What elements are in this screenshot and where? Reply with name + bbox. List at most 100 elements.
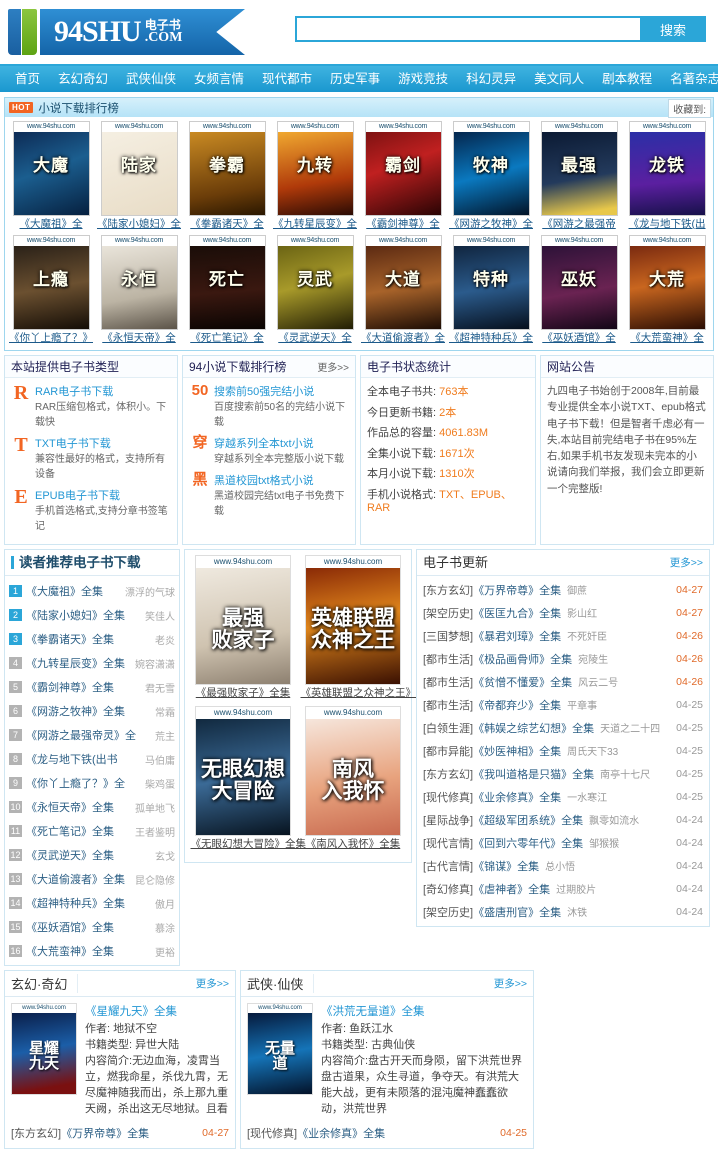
recommend-item[interactable]: 4 《九转星辰变》全集 婉容潇潇 — [9, 651, 175, 675]
rank-book-item[interactable]: www.94shu.com 龙铁 《龙与地下铁(出 — [624, 121, 711, 231]
item-title[interactable]: 《业余修真》全集 — [297, 1127, 386, 1140]
book-title-link[interactable]: 《大道偷渡者》全 — [361, 332, 445, 344]
category-xuanhuan-more-link[interactable]: 更多>> — [195, 978, 229, 990]
recommend-item[interactable]: 9 《你丫上瘾了？》全 柴鸡蛋 — [9, 771, 175, 795]
item-title[interactable]: 《业余修真》全集 — [473, 791, 562, 804]
recommend-title-link[interactable]: 《网游之牧神》全集 — [26, 706, 125, 718]
item-title[interactable]: 《我叫道格是只猫》全集 — [473, 768, 595, 781]
toplist-item[interactable]: 黑黑道校园txt格式小说 黑道校园完结txt电子书免费下载 — [189, 471, 349, 518]
rank-book-item[interactable]: www.94shu.com 死亡《死亡笔记》全 — [184, 235, 271, 345]
recommend-title-link[interactable]: 《霸剑神尊》全集 — [26, 682, 114, 694]
book-title-link[interactable]: 《永恒天帝》全 — [102, 332, 176, 344]
update-item[interactable]: [架空历史] 《医匡九合》全集 影山红 04-27 — [423, 601, 703, 624]
recommend-title-link[interactable]: 《陆家小媳妇》全集 — [26, 610, 125, 622]
update-item[interactable]: [都市生活] 《帝都弃少》全集 平章事 04-25 — [423, 693, 703, 716]
book-cover[interactable]: www.94shu.com 九转 — [276, 121, 354, 216]
recommend-item[interactable]: 1 《大魔祖》全集 漂浮的气球 — [9, 579, 175, 603]
recommend-item[interactable]: 14 《超神特种兵》全集 傲月 — [9, 891, 175, 915]
category-xuanhuan-book-title[interactable]: 《星耀九天》全集 — [85, 1006, 177, 1018]
recommend-title-link[interactable]: 《大道偷渡者》全集 — [26, 874, 125, 886]
recommend-title-link[interactable]: 《大魔祖》全集 — [26, 586, 103, 598]
update-item[interactable]: [白领生涯] 《韩娱之综艺幻想》全集 天道之二十四 04-25 — [423, 716, 703, 739]
book-title-link[interactable]: 《九转星辰变》全 — [273, 218, 357, 230]
update-item[interactable]: [三国梦想] 《暴君刘璋》全集 不死奸臣 04-26 — [423, 624, 703, 647]
item-title[interactable]: 《万界帝尊》全集 — [61, 1127, 150, 1140]
item-title[interactable]: 《锦谋》全集 — [473, 860, 540, 873]
recommend-title-link[interactable]: 《拳霸诸天》全集 — [26, 634, 114, 646]
recommend-title-link[interactable]: 《九转星辰变》全集 — [26, 658, 125, 670]
book-title-link[interactable]: 《网游之最强帝 — [542, 218, 616, 230]
category-xuanhuan-cover[interactable]: www.94shu.com 星耀 九天 — [11, 1003, 77, 1095]
format-title-link[interactable]: TXT电子书下载 — [35, 438, 111, 450]
recommend-title-link[interactable]: 《巫妖酒馆》全集 — [26, 922, 114, 934]
book-cover[interactable]: www.94shu.com 无眼幻想 大冒险 — [195, 706, 291, 836]
book-cover[interactable]: www.94shu.com 大魔 — [12, 121, 90, 216]
rank-book-item[interactable]: www.94shu.com 霸剑 《霸剑神尊》全 — [360, 121, 447, 231]
rank-book-item[interactable]: www.94shu.com 牧神 《网游之牧神》全 — [448, 121, 535, 231]
update-item[interactable]: [星际战争] 《超级军团系统》全集 飘零如流水 04-24 — [423, 808, 703, 831]
featured-book-item[interactable]: www.94shu.com 南风 入我怀 《南风入我怀》全集 — [301, 706, 406, 851]
nav-item-9[interactable]: 剧本教程 — [602, 72, 653, 86]
updates-more-link[interactable]: 更多>> — [669, 557, 703, 569]
toplist-item[interactable]: 穿穿越系列全本txt小说 穿越系列全本完整版小说下载 — [189, 434, 349, 466]
category-wuxia-more-link[interactable]: 更多>> — [493, 978, 527, 990]
item-title[interactable]: 《盛唐刑官》全集 — [473, 906, 562, 919]
category-wuxia-cover[interactable]: www.94shu.com 无量道 — [247, 1003, 313, 1095]
update-item[interactable]: [都市生活] 《极品画骨师》全集 宛陵生 04-26 — [423, 647, 703, 670]
item-title[interactable]: 《超级军团系统》全集 — [473, 814, 584, 827]
recommend-item[interactable]: 12 《灵武逆天》全集 玄戈 — [9, 843, 175, 867]
recommend-title-link[interactable]: 《灵武逆天》全集 — [26, 850, 114, 862]
nav-item-1[interactable]: 玄幻奇幻 — [58, 72, 109, 86]
featured-book-item[interactable]: www.94shu.com 最强 败家子 《最强败家子》全集 — [191, 555, 296, 700]
item-title[interactable]: 《万界帝尊》全集 — [473, 584, 562, 597]
recommend-item[interactable]: 8 《龙与地下铁(出书 马伯庸 — [9, 747, 175, 771]
nav-item-3[interactable]: 女频言情 — [194, 72, 245, 86]
recommend-title-link[interactable]: 《死亡笔记》全集 — [26, 826, 114, 838]
recommend-item[interactable]: 11 《死亡笔记》全集 王者鉴明 — [9, 819, 175, 843]
book-cover[interactable]: www.94shu.com 最强 败家子 — [195, 555, 291, 685]
book-cover[interactable]: www.94shu.com 牧神 — [452, 121, 530, 216]
nav-item-10[interactable]: 名著杂志 — [670, 72, 718, 86]
book-cover[interactable]: www.94shu.com 拳霸 — [188, 121, 266, 216]
site-logo[interactable]: 94SHU 电子书 .COM — [8, 3, 245, 61]
toplist-title-link[interactable]: 搜索前50强完结小说 — [214, 386, 315, 398]
book-cover[interactable]: www.94shu.com 英雄联盟 众神之王 — [305, 555, 401, 685]
rank-book-item[interactable]: www.94shu.com 大魔 《大魔祖》全 — [8, 121, 95, 231]
book-title-link[interactable]: 《超神特种兵》全 — [449, 332, 533, 344]
nav-item-2[interactable]: 武侠仙侠 — [126, 72, 177, 86]
book-cover[interactable]: www.94shu.com 永恒 — [100, 235, 178, 330]
book-cover[interactable]: www.94shu.com 最强 — [540, 121, 618, 216]
item-title[interactable]: 《妙医神相》全集 — [473, 745, 562, 758]
rank-book-item[interactable]: www.94shu.com 灵武 《灵武逆天》全 — [272, 235, 359, 345]
list-item[interactable]: [现代修真] 《业余修真》全集 04-25 — [247, 1122, 527, 1144]
recommend-title-link[interactable]: 《大荒蛮神》全集 — [26, 946, 114, 958]
book-title-link[interactable]: 《霸剑神尊》全 — [366, 218, 440, 230]
featured-book-item[interactable]: www.94shu.com 无眼幻想 大冒险 《无眼幻想大冒险》全集 — [191, 706, 306, 851]
toplist-more-link[interactable]: 更多>> — [317, 363, 349, 374]
item-title[interactable]: 《帝都弃少》全集 — [473, 699, 562, 712]
rank-book-item[interactable]: www.94shu.com 陆家 《陆家小媳妇》全 — [96, 121, 183, 231]
update-item[interactable]: [都市异能] 《妙医神相》全集 周氏天下33 04-25 — [423, 739, 703, 762]
search-button[interactable]: 搜索 — [640, 16, 706, 42]
favorite-label[interactable]: 收藏到: — [668, 99, 711, 118]
book-cover[interactable]: www.94shu.com 龙铁 — [628, 121, 706, 216]
recommend-title-link[interactable]: 《永恒天帝》全集 — [26, 802, 114, 814]
item-title[interactable]: 《医匡九合》全集 — [473, 607, 562, 620]
book-title-link[interactable]: 《大荒蛮神》全 — [630, 332, 704, 344]
book-cover[interactable]: www.94shu.com 死亡 — [188, 235, 266, 330]
book-title-link[interactable]: 《死亡笔记》全 — [190, 332, 264, 344]
book-cover[interactable]: www.94shu.com 巫妖 — [540, 235, 618, 330]
rank-book-item[interactable]: www.94shu.com 大道 《大道偷渡者》全 — [360, 235, 447, 345]
item-title[interactable]: 《极品画骨师》全集 — [473, 653, 573, 666]
update-item[interactable]: [古代言情] 《锦谋》全集 总小悟 04-24 — [423, 854, 703, 877]
recommend-item[interactable]: 13 《大道偷渡者》全集 昆仑隐修 — [9, 867, 175, 891]
item-title[interactable]: 《暴君刘璋》全集 — [473, 630, 562, 643]
book-cover[interactable]: www.94shu.com 大荒 — [628, 235, 706, 330]
book-cover[interactable]: www.94shu.com 陆家 — [100, 121, 178, 216]
update-item[interactable]: [都市生活] 《贫憎不懂爱》全集 风云二号 04-26 — [423, 670, 703, 693]
recommend-title-link[interactable]: 《你丫上瘾了？》全 — [26, 778, 125, 790]
update-item[interactable]: [现代言情] 《回到六零年代》全集 邹猴猴 04-24 — [423, 831, 703, 854]
item-title[interactable]: 《虐神者》全集 — [473, 883, 551, 896]
format-title-link[interactable]: EPUB电子书下载 — [35, 490, 120, 502]
book-title-link[interactable]: 《你丫上瘾了？》 — [9, 332, 93, 344]
